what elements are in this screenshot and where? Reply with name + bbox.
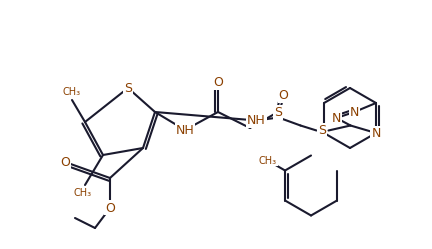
Text: O: O: [213, 75, 223, 88]
Text: N: N: [371, 126, 381, 139]
Text: O: O: [105, 201, 115, 214]
Text: CH₃: CH₃: [63, 87, 81, 97]
Text: NH: NH: [176, 124, 194, 136]
Text: S: S: [124, 81, 132, 95]
Text: N: N: [332, 112, 341, 124]
Text: S: S: [274, 106, 282, 119]
Text: CH₃: CH₃: [74, 188, 92, 198]
Text: O: O: [60, 155, 70, 169]
Text: NH: NH: [247, 114, 266, 127]
Text: S: S: [318, 124, 327, 137]
Text: N: N: [349, 106, 359, 119]
Text: CH₃: CH₃: [259, 155, 277, 166]
Text: O: O: [279, 89, 289, 102]
